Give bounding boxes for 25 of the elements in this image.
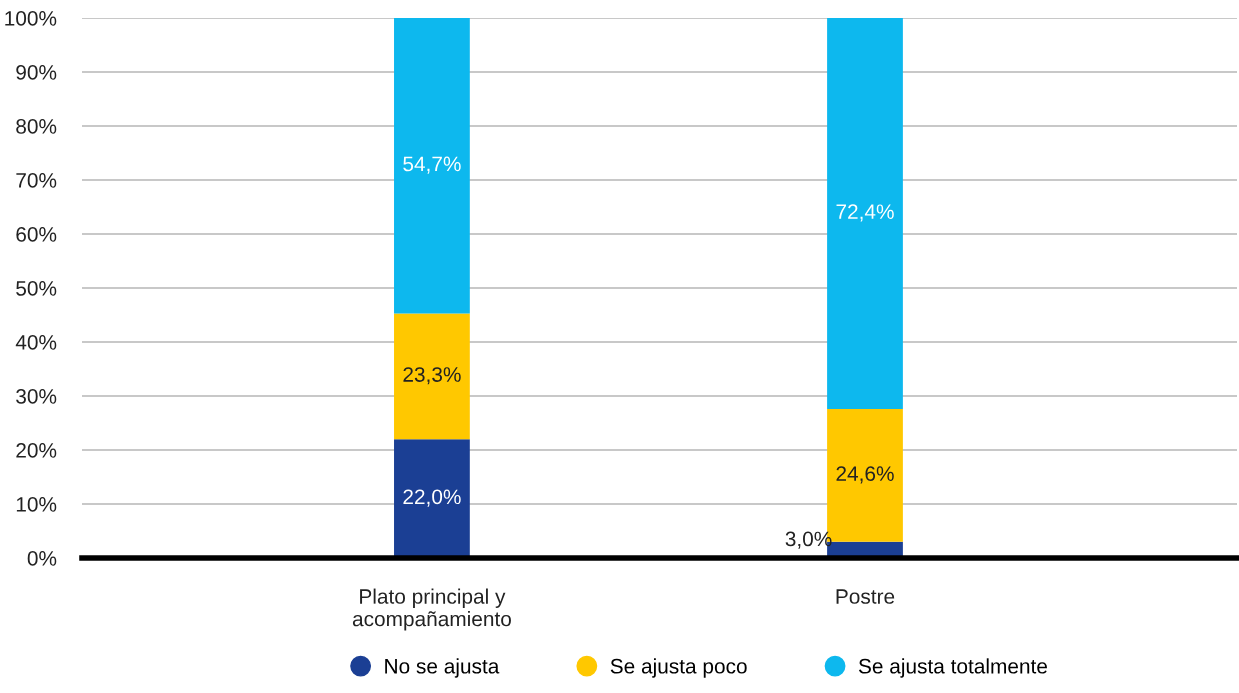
- y-tick-label: 60%: [16, 227, 57, 242]
- data-label: 22,0%: [403, 489, 461, 507]
- data-label: 54,7%: [403, 156, 461, 174]
- legend-label: Se ajusta totalmente: [858, 658, 1047, 678]
- y-tick-label: 100%: [5, 11, 57, 26]
- y-tick-label: 80%: [16, 119, 57, 134]
- y-tick-label: 40%: [15, 335, 57, 350]
- y-tick-label: 0%: [27, 551, 57, 566]
- x-tick-label: Plato principal y acompañamiento: [352, 588, 511, 631]
- y-tick-label: 20%: [16, 443, 57, 458]
- y-tick-label: 70%: [16, 173, 57, 188]
- data-label: 23,3%: [403, 367, 461, 385]
- data-label: 24,6%: [836, 466, 894, 484]
- bar: [827, 18, 903, 409]
- y-tick-label: 50%: [16, 281, 57, 296]
- bar: [394, 439, 470, 558]
- legend-label: No se ajusta: [385, 658, 500, 678]
- bar: [394, 313, 470, 440]
- y-tick-label: 30%: [16, 389, 57, 404]
- y-tick-label: 10%: [16, 497, 57, 512]
- legend-label: Se ajusta poco: [610, 658, 747, 678]
- bar: [394, 18, 470, 314]
- y-tick-label: 90%: [16, 65, 57, 80]
- data-label: 72,4%: [836, 204, 894, 222]
- x-tick-label: Postre: [836, 589, 895, 604]
